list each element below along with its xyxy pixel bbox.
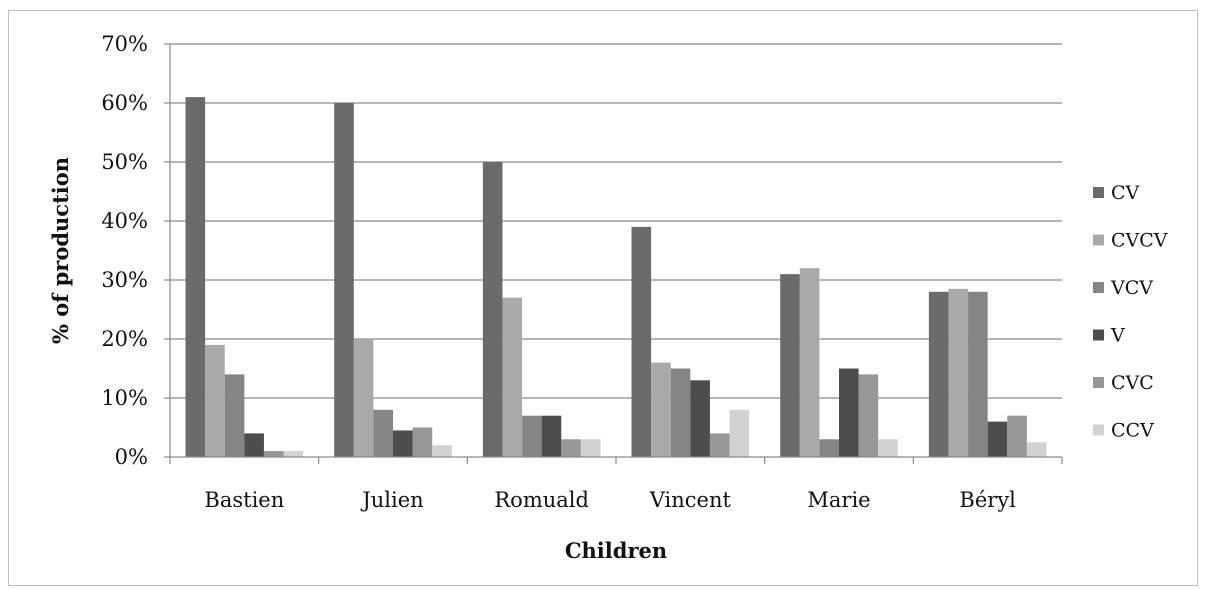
chart-frame xyxy=(8,10,1198,586)
legend-label-cvcv: CVCV xyxy=(1111,230,1168,252)
bar-ccv-0 xyxy=(283,451,304,457)
y-tick-label: 40% xyxy=(101,209,148,233)
bar-v-5 xyxy=(987,421,1008,457)
y-tick-label: 0% xyxy=(115,445,148,469)
y-tick-label: 20% xyxy=(101,327,148,351)
bar-cv-5 xyxy=(928,291,949,457)
bar-v-1 xyxy=(393,430,413,457)
legend-swatch-cvcv xyxy=(1093,234,1104,246)
x-axis-title: Children xyxy=(565,538,667,563)
y-axis-title: % of production xyxy=(48,157,73,344)
bar-ccv-5 xyxy=(1026,442,1047,457)
bar-cvcv-0 xyxy=(205,344,225,457)
bar-cv-0 xyxy=(185,97,206,457)
bar-cvcv-5 xyxy=(948,288,969,457)
bar-cv-3 xyxy=(631,226,652,457)
bar-ccv-3 xyxy=(729,409,750,457)
x-tick-label: Julien xyxy=(360,488,423,512)
y-tick-label: 70% xyxy=(101,32,148,56)
bar-ccv-1 xyxy=(432,445,452,457)
legend-label-cvc: CVC xyxy=(1111,372,1154,394)
bar-cv-4 xyxy=(780,274,800,457)
x-tick-label: Bastien xyxy=(204,488,284,512)
legend-swatch-cvc xyxy=(1093,377,1104,388)
legend-label-ccv: CCV xyxy=(1111,420,1154,442)
x-tick-label: Béryl xyxy=(959,488,1016,512)
bar-vcv-4 xyxy=(819,439,839,457)
bar-cvcv-4 xyxy=(799,268,820,457)
bar-cv-1 xyxy=(334,103,354,457)
bar-v-0 xyxy=(244,433,264,457)
bar-vcv-2 xyxy=(522,415,542,457)
bar-cv-2 xyxy=(482,162,503,457)
legend-label-cv: CV xyxy=(1111,182,1140,204)
bar-cvcv-3 xyxy=(651,362,671,457)
x-tick-label: Marie xyxy=(807,488,870,512)
legend-label-v: V xyxy=(1110,325,1125,347)
legend-swatch-v xyxy=(1093,329,1104,341)
bar-cvc-4 xyxy=(858,374,879,457)
bar-cvc-2 xyxy=(561,439,581,457)
x-tick-label: Vincent xyxy=(649,488,732,512)
bar-ccv-4 xyxy=(878,439,898,457)
bar-vcv-0 xyxy=(224,374,245,457)
x-tick-label: Romuald xyxy=(494,488,589,512)
y-tick-label: 30% xyxy=(101,268,148,292)
bar-vcv-5 xyxy=(968,291,988,457)
y-tick-label: 50% xyxy=(101,150,148,174)
bar-cvc-0 xyxy=(263,451,284,457)
legend-swatch-cv xyxy=(1093,187,1104,198)
gridlines xyxy=(170,43,1062,399)
bar-cvcv-1 xyxy=(353,339,374,457)
y-tick-label: 60% xyxy=(101,91,148,115)
bar-cvcv-2 xyxy=(502,297,523,457)
bar-v-3 xyxy=(690,380,710,457)
y-tick-label: 10% xyxy=(101,386,148,410)
bar-cvc-1 xyxy=(412,427,433,457)
bars xyxy=(185,97,1047,457)
bar-vcv-3 xyxy=(670,368,691,457)
legend-label-vcv: VCV xyxy=(1110,277,1153,299)
axes: 0% 10% 20% 30% 40% 50% 60% 70% Bastien Julien Romu… xyxy=(101,32,1063,512)
legend-swatch-vcv xyxy=(1093,282,1104,293)
bar-cvc-3 xyxy=(709,433,730,457)
bar-ccv-2 xyxy=(580,439,601,457)
bar-v-4 xyxy=(839,368,859,457)
bar-vcv-1 xyxy=(373,409,393,457)
legend-swatch-ccv xyxy=(1093,424,1104,436)
bar-v-2 xyxy=(541,415,562,457)
bar-cvc-5 xyxy=(1007,415,1027,457)
